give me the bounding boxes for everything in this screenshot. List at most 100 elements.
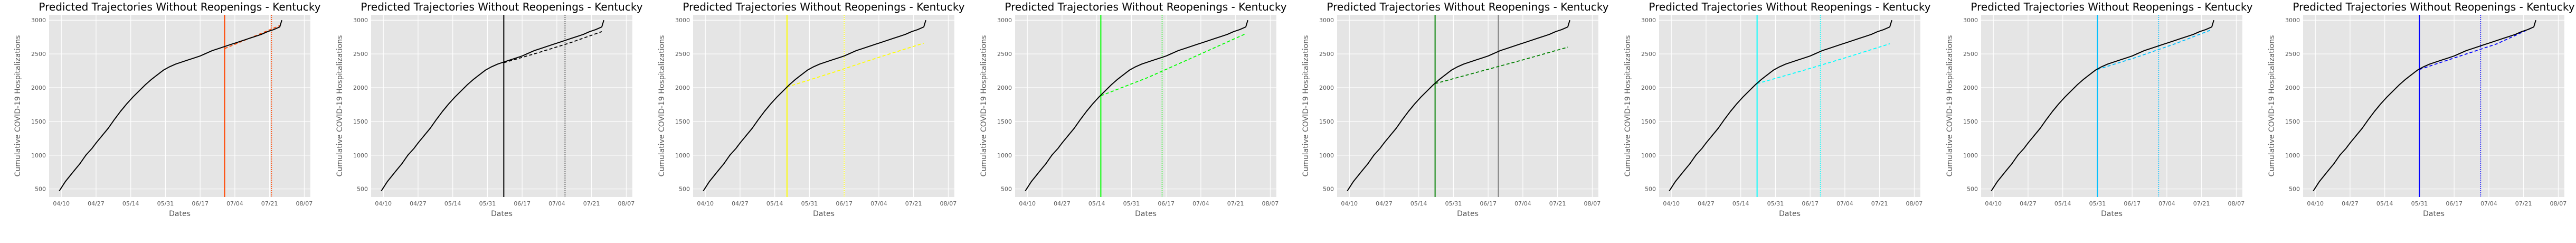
x-tick-label: 07/21	[583, 200, 600, 207]
x-tick-label: 04/27	[1054, 200, 1071, 207]
y-axis-label: Cumulative COVID-19 Hospitalizations	[1302, 35, 1310, 177]
x-tick-label: 04/10	[1663, 200, 1680, 207]
y-axis-label: Cumulative COVID-19 Hospitalizations	[1946, 35, 1954, 177]
x-axis-label: Dates	[813, 210, 835, 218]
y-tick-label: 1000	[1963, 152, 1978, 159]
x-tick-label: 04/27	[1376, 200, 1393, 207]
x-tick-label: 05/14	[1732, 200, 1749, 207]
x-tick-label: 07/21	[1227, 200, 1244, 207]
x-tick-label: 04/27	[732, 200, 749, 207]
x-axis-label: Dates	[1135, 210, 1157, 218]
x-tick-label: 08/07	[2228, 200, 2245, 207]
y-tick-label: 500	[2289, 186, 2300, 193]
y-tick-label: 1000	[997, 152, 1012, 159]
plot-background	[1981, 15, 2242, 197]
x-tick-label: 07/21	[261, 200, 278, 207]
x-tick-label: 05/31	[801, 200, 818, 207]
actual-hospitalizations-line	[1347, 20, 1570, 192]
plot-background	[1659, 15, 1920, 197]
chart-panel-8: 500 1000 1500 2000 2500 3000 04/10 04/27 05/14 05…	[2268, 1, 2575, 218]
y-tick-label: 3000	[2285, 17, 2300, 24]
x-axis-label: Dates	[169, 210, 191, 218]
y-tick-label: 2500	[353, 51, 368, 58]
x-tick-label: 05/14	[444, 200, 461, 207]
actual-hospitalizations-line	[1991, 20, 2214, 192]
x-tick-label: 08/07	[1262, 200, 1279, 207]
y-tick-label: 1500	[997, 118, 1012, 125]
y-tick-label: 1500	[2285, 118, 2300, 125]
y-axis-label: Cumulative COVID-19 Hospitalizations	[336, 35, 344, 177]
y-tick-label: 500	[357, 186, 368, 193]
y-tick-label: 500	[1645, 186, 1656, 193]
y-tick-label: 2000	[1319, 85, 1334, 91]
y-axis-label: Cumulative COVID-19 Hospitalizations	[980, 35, 988, 177]
y-tick-label: 1500	[31, 118, 46, 125]
actual-hospitalizations-line	[2313, 20, 2536, 192]
x-tick-label: 05/14	[2054, 200, 2071, 207]
y-tick-label: 1000	[2285, 152, 2300, 159]
x-tick-label: 05/31	[1767, 200, 1784, 207]
y-tick-label: 500	[1967, 186, 1978, 193]
chart-panel-7: 500 1000 1500 2000 2500 3000 04/10 04/27 05/14 05…	[1946, 1, 2253, 218]
x-tick-label: 04/10	[1341, 200, 1358, 207]
x-tick-label: 07/21	[1871, 200, 1888, 207]
chart-panel-2: 500 1000 1500 2000 2500 3000 04/10 04/27 05/14 05…	[336, 1, 643, 218]
plot-background	[1015, 15, 1276, 197]
x-tick-label: 08/07	[1906, 200, 1923, 207]
x-tick-label: 04/10	[697, 200, 714, 207]
y-tick-label: 1500	[675, 118, 690, 125]
y-tick-label: 2500	[1319, 51, 1334, 58]
x-tick-label: 07/04	[2158, 200, 2175, 207]
projection-line	[1101, 33, 1246, 97]
x-tick-label: 08/07	[1584, 200, 1601, 207]
plot-background	[2303, 15, 2564, 197]
projection-line	[1757, 43, 1890, 85]
y-tick-label: 1000	[675, 152, 690, 159]
plot-background	[1337, 15, 1598, 197]
y-tick-label: 3000	[1641, 17, 1656, 24]
x-tick-label: 04/27	[410, 200, 427, 207]
x-tick-label: 04/10	[1019, 200, 1036, 207]
x-tick-label: 04/27	[1698, 200, 1715, 207]
x-tick-label: 07/04	[1192, 200, 1209, 207]
x-axis-label: Dates	[2101, 210, 2123, 218]
plot-background	[49, 15, 310, 197]
x-tick-label: 05/31	[1445, 200, 1462, 207]
x-tick-label: 04/10	[2307, 200, 2324, 207]
x-tick-label: 08/07	[618, 200, 635, 207]
y-tick-label: 3000	[1963, 17, 1978, 24]
y-tick-label: 2500	[1641, 51, 1656, 58]
y-tick-label: 1500	[353, 118, 368, 125]
y-tick-label: 3000	[675, 17, 690, 24]
x-tick-label: 07/04	[226, 200, 243, 207]
x-axis-label: Dates	[1779, 210, 1801, 218]
x-tick-label: 06/17	[2446, 200, 2463, 207]
projection-line	[1435, 46, 1568, 85]
chart-panel-5: 500 1000 1500 2000 2500 3000 04/10 04/27 05/14 05…	[1302, 1, 1609, 218]
y-tick-label: 2000	[1963, 85, 1978, 91]
y-tick-label: 2500	[1963, 51, 1978, 58]
chart-title: Predicted Trajectories Without Reopening…	[683, 1, 964, 13]
y-tick-label: 1000	[31, 152, 46, 159]
y-tick-label: 2500	[2285, 51, 2300, 58]
actual-hospitalizations-line	[703, 20, 926, 192]
actual-hospitalizations-line	[1669, 20, 1892, 192]
y-tick-label: 1000	[353, 152, 368, 159]
projection-line	[2419, 26, 2534, 70]
y-tick-label: 500	[679, 186, 690, 193]
x-tick-label: 04/27	[2342, 200, 2359, 207]
y-tick-label: 500	[1001, 186, 1012, 193]
chart-title: Predicted Trajectories Without Reopening…	[1971, 1, 2252, 13]
y-tick-label: 1000	[1641, 152, 1656, 159]
x-tick-label: 05/31	[2411, 200, 2428, 207]
plot-background	[371, 15, 632, 197]
x-tick-label: 05/14	[1410, 200, 1427, 207]
x-tick-label: 07/21	[905, 200, 922, 207]
chart-panel-3: 500 1000 1500 2000 2500 3000 04/10 04/27 05/14 05…	[658, 1, 965, 218]
x-tick-label: 08/07	[296, 200, 313, 207]
x-tick-label: 06/17	[836, 200, 853, 207]
y-tick-label: 2000	[2285, 85, 2300, 91]
x-tick-label: 05/31	[1123, 200, 1140, 207]
y-tick-label: 3000	[1319, 17, 1334, 24]
